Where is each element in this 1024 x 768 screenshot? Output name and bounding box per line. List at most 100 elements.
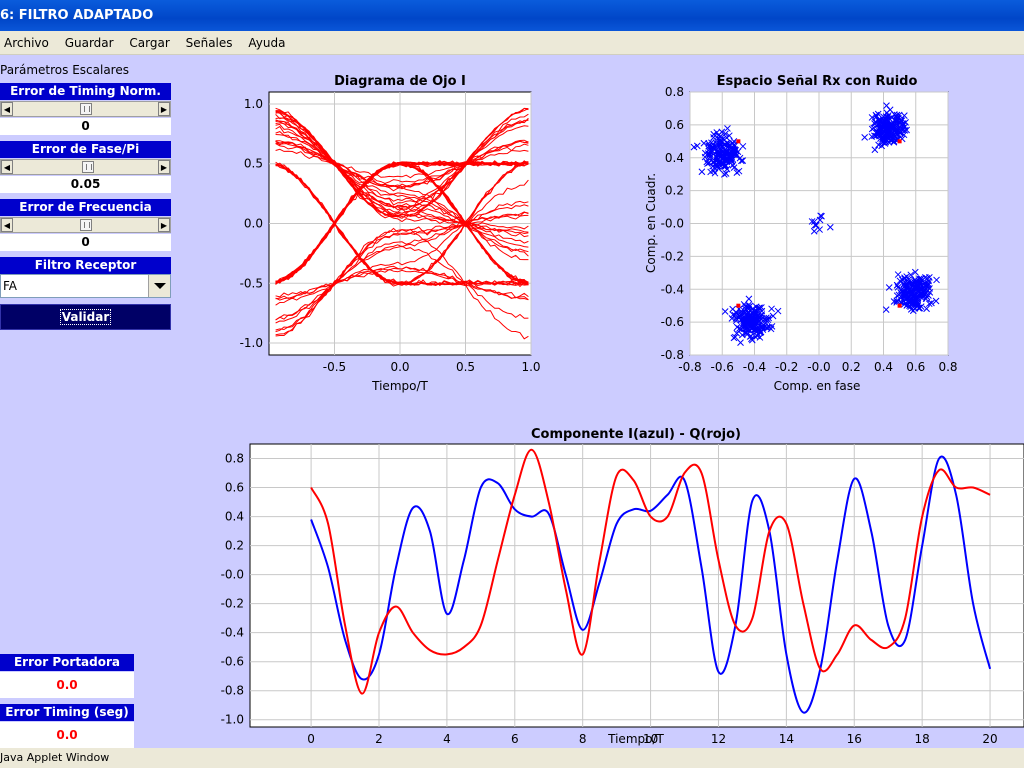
scatter-point bbox=[816, 216, 824, 224]
eye-trace bbox=[275, 140, 529, 261]
slider-left-arrow-icon[interactable]: ◀ bbox=[1, 218, 13, 232]
window-title: 6: FILTRO ADAPTADO bbox=[0, 8, 154, 23]
scatter-point bbox=[873, 128, 881, 135]
y-tick-label: -0.0 bbox=[661, 217, 684, 231]
scatter-point bbox=[720, 171, 728, 178]
y-tick-label: -0.8 bbox=[661, 348, 684, 362]
eye-diagram-chart: Diagrama de Ojo I -0.5 0.0 0.5 1.0 1.0 0.5 0.0… bbox=[240, 74, 541, 393]
scatter-point bbox=[756, 314, 764, 322]
timing-error-result-value: 0.0 bbox=[0, 722, 134, 748]
scatter-point bbox=[740, 325, 748, 333]
x-tick-label: -0.0 bbox=[807, 360, 830, 374]
scatter-point bbox=[914, 295, 921, 303]
scatter-point bbox=[899, 126, 907, 134]
receiver-filter-select[interactable]: FA bbox=[0, 274, 171, 298]
frequency-error-label: Error de Frecuencia Norm. bbox=[0, 199, 171, 231]
scatter-point bbox=[756, 304, 763, 312]
eye-trace bbox=[275, 160, 529, 284]
scatter-point bbox=[723, 139, 731, 147]
y-tick-label: -0.6 bbox=[221, 655, 244, 669]
scatter-point bbox=[910, 286, 918, 294]
menu-senales[interactable]: Señales bbox=[185, 36, 233, 50]
timing-error-label: Error de Timing Norm. bbox=[0, 83, 171, 100]
x-tick-label: 14 bbox=[779, 732, 794, 746]
scatter-point bbox=[892, 112, 900, 120]
scatter-point bbox=[912, 295, 920, 302]
scatter-point bbox=[706, 150, 714, 158]
slider-thumb[interactable] bbox=[82, 161, 94, 173]
scatter-point bbox=[715, 159, 722, 167]
reference-point bbox=[736, 303, 741, 308]
scatter-point bbox=[707, 168, 714, 176]
x-tick-label: 0.6 bbox=[906, 360, 925, 374]
scatter-point bbox=[900, 131, 908, 139]
frequency-error-slider[interactable]: ◀ ▶ bbox=[0, 217, 171, 233]
constellation-chart: Espacio Señal Rx con Ruido -0.8 0.8 -0.6 0.… bbox=[644, 74, 958, 393]
eye-trace bbox=[275, 140, 529, 189]
slider-right-arrow-icon[interactable]: ▶ bbox=[158, 102, 170, 116]
menu-archivo[interactable]: Archivo bbox=[4, 36, 49, 50]
x-tick-label: -0.4 bbox=[743, 360, 766, 374]
scatter-point bbox=[768, 305, 775, 313]
menu-ayuda[interactable]: Ayuda bbox=[248, 36, 286, 50]
y-tick-label: 1.0 bbox=[244, 97, 263, 111]
y-tick-label: -0.4 bbox=[221, 626, 244, 640]
timing-error-slider[interactable]: ◀ ▶ bbox=[0, 101, 171, 117]
scatter-point bbox=[903, 273, 911, 280]
eye-trace bbox=[275, 179, 529, 306]
slider-right-arrow-icon[interactable]: ▶ bbox=[158, 160, 170, 174]
phase-error-slider[interactable]: ◀ ▶ bbox=[0, 159, 171, 175]
x-tick-label: 1.0 bbox=[521, 360, 540, 374]
menu-guardar[interactable]: Guardar bbox=[64, 36, 114, 50]
scatter-point bbox=[709, 158, 717, 166]
scatter-point bbox=[886, 106, 894, 114]
scatter-point bbox=[893, 281, 901, 289]
chevron-down-icon[interactable] bbox=[148, 275, 170, 297]
slider-thumb[interactable] bbox=[80, 103, 92, 115]
slider-left-arrow-icon[interactable]: ◀ bbox=[1, 102, 13, 116]
x-tick-label: 0.2 bbox=[842, 360, 861, 374]
x-tick-label: 0.0 bbox=[390, 360, 409, 374]
scatter-point bbox=[727, 155, 735, 163]
chart-title: Diagrama de Ojo I bbox=[334, 74, 466, 89]
scatter-point bbox=[892, 118, 900, 126]
slider-thumb[interactable] bbox=[80, 219, 92, 231]
scatter-point bbox=[745, 301, 752, 309]
y-tick-label: -0.0 bbox=[221, 568, 244, 582]
timing-error-value: 0 bbox=[0, 118, 171, 135]
y-tick-label: -1.0 bbox=[221, 713, 244, 727]
scatter-point bbox=[890, 138, 898, 145]
carrier-error-value: 0.0 bbox=[0, 672, 134, 698]
scatter-point bbox=[730, 137, 738, 145]
y-tick-label: -0.2 bbox=[661, 249, 684, 263]
scatter-point bbox=[900, 297, 908, 305]
x-tick-label: 0 bbox=[307, 732, 315, 746]
validate-button[interactable]: Validar bbox=[0, 304, 171, 330]
scatter-point bbox=[871, 118, 879, 126]
eye-trace bbox=[275, 162, 529, 288]
scatter-point bbox=[733, 329, 741, 337]
x-axis-label: Tiempo/T bbox=[607, 732, 664, 746]
scatter-point bbox=[884, 123, 891, 131]
slider-right-arrow-icon[interactable]: ▶ bbox=[158, 218, 170, 232]
scatter-point bbox=[723, 134, 731, 142]
x-tick-label: 10 bbox=[643, 732, 658, 746]
scatter-point bbox=[923, 305, 930, 313]
scatter-point bbox=[731, 333, 739, 341]
slider-left-arrow-icon[interactable]: ◀ bbox=[1, 160, 13, 174]
validate-button-label: Validar bbox=[59, 309, 112, 325]
scatter-point bbox=[748, 325, 756, 333]
scatter-point bbox=[733, 323, 741, 331]
scatter-point bbox=[907, 271, 915, 279]
menu-cargar[interactable]: Cargar bbox=[129, 36, 170, 50]
x-axis-label: Comp. en fase bbox=[774, 379, 861, 393]
section-title: Parámetros Escalares bbox=[0, 63, 129, 77]
scatter-point bbox=[916, 304, 924, 312]
scatter-point bbox=[698, 168, 706, 176]
scatter-point bbox=[721, 308, 729, 315]
scatter-point bbox=[738, 331, 746, 339]
eye-trace bbox=[275, 245, 529, 321]
scatter-point bbox=[890, 298, 898, 305]
scatter-point bbox=[722, 130, 729, 138]
scatter-point bbox=[703, 158, 711, 166]
